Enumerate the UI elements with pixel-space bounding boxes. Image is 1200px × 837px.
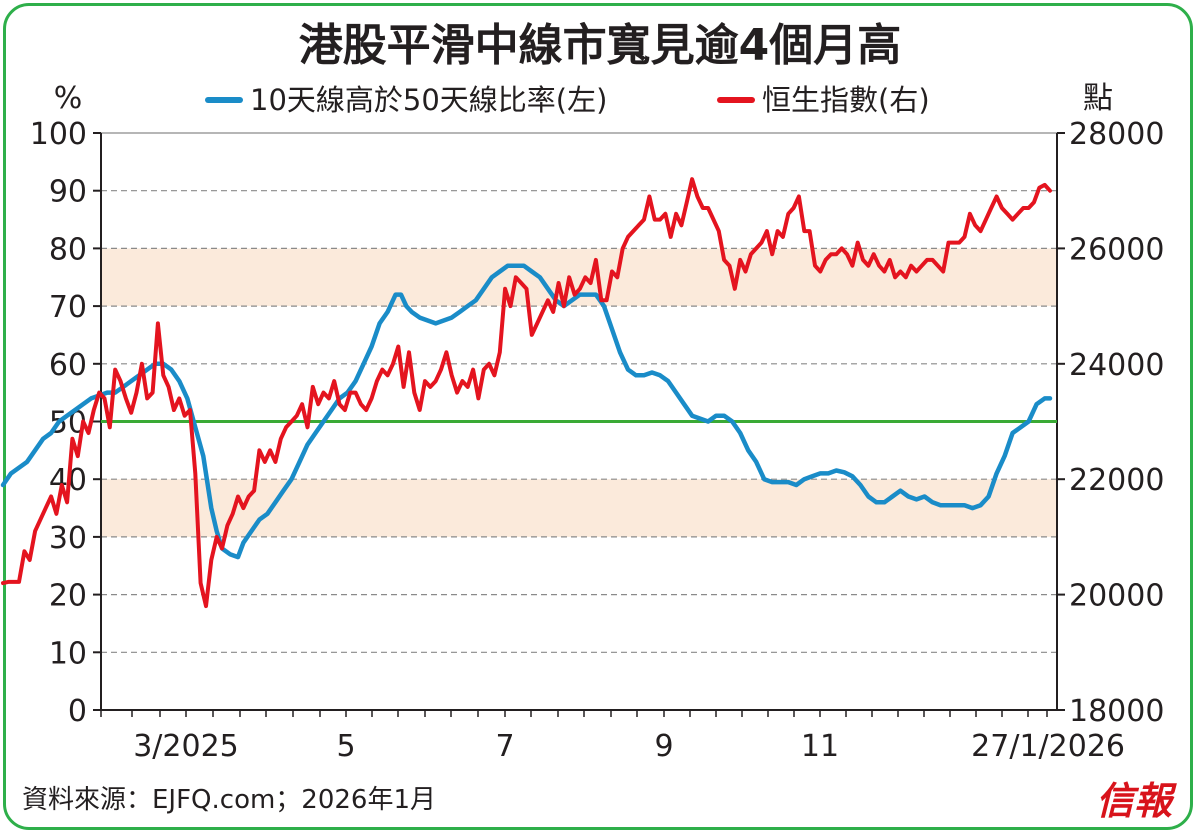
shaded-band-1 bbox=[101, 479, 1057, 537]
left-tick-label-1: 10 bbox=[49, 636, 87, 671]
right-tick-label-2: 22000 bbox=[1069, 463, 1164, 498]
series-line-0 bbox=[0, 263, 1053, 560]
x-tick-label-3: 9 bbox=[654, 729, 673, 764]
left-tick-label-2: 20 bbox=[49, 579, 87, 614]
x-tick-label-4: 11 bbox=[801, 729, 839, 764]
left-tick-label-0: 0 bbox=[68, 694, 87, 729]
left-tick-label-6: 60 bbox=[49, 348, 87, 383]
x-tick-label-2: 7 bbox=[495, 729, 514, 764]
gridlines bbox=[101, 132, 1057, 653]
right-axis-unit: 點 bbox=[1083, 81, 1113, 116]
left-tick-label-8: 80 bbox=[49, 232, 87, 267]
series-line-1 bbox=[1, 177, 1052, 609]
x-tick-label-5: 27/1/2026 bbox=[971, 729, 1125, 764]
left-tick-label-7: 70 bbox=[49, 290, 87, 325]
right-axis-ticks: 18000 20000 22000 24000 26000 28000 bbox=[1057, 117, 1164, 729]
left-tick-label-9: 90 bbox=[49, 175, 87, 210]
source-note: 資料來源：EJFQ.com；2026年1月 bbox=[22, 785, 436, 815]
legend-label-hsi: 恒生指數(右) bbox=[762, 83, 930, 117]
right-tick-label-4: 26000 bbox=[1069, 232, 1164, 267]
right-tick-label-0: 18000 bbox=[1069, 694, 1164, 729]
legend-label-breadth: 10天線高於50天線比率(左) bbox=[250, 83, 607, 117]
left-axis-unit: % bbox=[54, 81, 83, 116]
left-tick-label-10: 100 bbox=[30, 117, 87, 152]
x-tick-label-0: 3/2025 bbox=[133, 729, 239, 764]
right-tick-label-3: 24000 bbox=[1069, 348, 1164, 383]
brand-logo: 信報 bbox=[1096, 778, 1177, 823]
right-tick-label-5: 28000 bbox=[1069, 117, 1164, 152]
left-tick-label-3: 30 bbox=[49, 521, 87, 556]
chart-frame bbox=[3, 3, 1193, 830]
legend: 10天線高於50天線比率(左) 恒生指數(右) bbox=[205, 83, 930, 117]
chart-title: 港股平滑中線市寬見逾4個月高 bbox=[299, 20, 902, 71]
x-axis-ticks: 3/2025 5 7 9 11 27/1/2026 bbox=[100, 710, 1125, 764]
x-tick-label-1: 5 bbox=[336, 729, 355, 764]
right-tick-label-1: 20000 bbox=[1069, 579, 1164, 614]
series-lines bbox=[0, 177, 1053, 609]
